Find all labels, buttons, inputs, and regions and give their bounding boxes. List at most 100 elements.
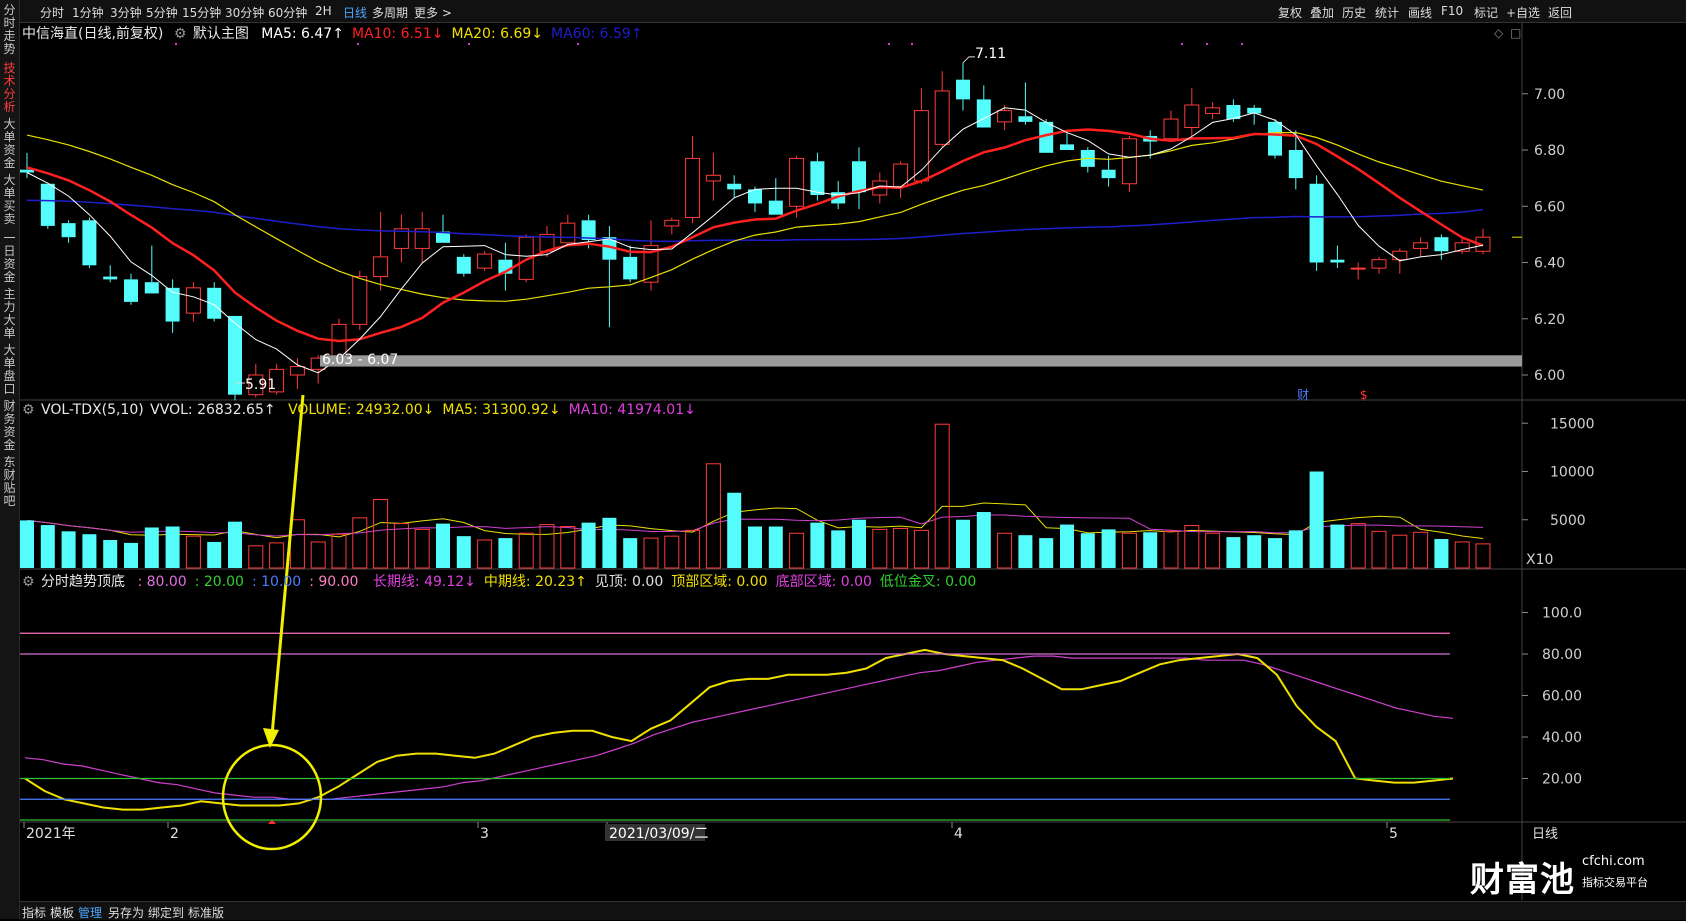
sidebar-tab-daily-funds[interactable]: 一日资金: [3, 231, 16, 284]
standard-edition-button[interactable]: 标准版: [188, 906, 225, 920]
sidebar-tab-big-order-book[interactable]: 大单盘口: [3, 343, 16, 396]
candle: [664, 217, 680, 235]
candle-body: [789, 157, 805, 207]
date-axis-label-3: 3: [480, 826, 489, 842]
period-60min[interactable]: 60分钟: [268, 6, 308, 20]
candle: [1205, 102, 1221, 120]
indicator-label-4: 顶部区域: 0.00: [671, 574, 768, 590]
event-dot: [357, 43, 359, 45]
volume-bar: [82, 534, 97, 568]
candle: [1163, 110, 1179, 142]
candle-body: [477, 253, 493, 269]
volume-bar: [40, 525, 55, 568]
candle-body: [373, 256, 389, 278]
period-1min[interactable]: 1分钟: [72, 6, 104, 20]
bind-to-button[interactable]: 绑定到: [148, 906, 185, 920]
manage-button[interactable]: 管理: [78, 906, 103, 920]
settings-icon[interactable]: ⚙: [22, 574, 35, 590]
back-button[interactable]: 返回: [1548, 6, 1573, 20]
period-3min[interactable]: 3分钟: [110, 6, 142, 20]
layout-icon: ◇: [1494, 26, 1504, 40]
candle: [1288, 130, 1303, 190]
template-label[interactable]: 默认主图: [192, 26, 249, 42]
settings-icon[interactable]: ⚙: [22, 402, 35, 418]
sidebar-tab-big-order-funds[interactable]: 大单资金: [3, 117, 16, 170]
stock-title[interactable]: 中信海直(日线,前复权): [22, 26, 164, 42]
period-30min[interactable]: 30分钟: [225, 6, 265, 20]
candle-body: [956, 79, 970, 100]
candle-body: [518, 236, 534, 280]
sidebar-tab-timeshare[interactable]: 分时走势: [3, 3, 16, 56]
indicator-axis-label-5: 20.00: [1542, 772, 1582, 788]
candle: [436, 214, 450, 243]
volume-bar: [498, 538, 513, 568]
mark-button[interactable]: 标记: [1474, 6, 1499, 20]
candle: [831, 180, 846, 210]
indicator-name[interactable]: 分时趋势顶底: [41, 574, 126, 590]
candle: [913, 88, 929, 184]
sidebar-tab-finance-funds[interactable]: 财务资金: [3, 399, 16, 452]
period-daily[interactable]: 日线: [343, 6, 368, 20]
price-range-label: 6.03 - 6.07: [322, 352, 398, 368]
candle: [1060, 133, 1074, 150]
event-dot: [888, 43, 890, 45]
date-axis-label-1: 2021年: [26, 826, 76, 842]
indicator-label-6: 低位金叉: 0.00: [879, 574, 977, 590]
period-timeshare[interactable]: 分时: [40, 6, 65, 20]
overlay-button[interactable]: 叠加: [1310, 6, 1335, 20]
candle: [934, 71, 950, 148]
sidebar-tab-forum[interactable]: 东财贴吧: [3, 455, 16, 508]
draw-line-button[interactable]: 画线: [1408, 6, 1433, 20]
restore-rights-button[interactable]: 复权: [1278, 6, 1303, 20]
volume-bar: [1101, 529, 1116, 568]
template-button[interactable]: 模板: [50, 906, 75, 920]
volume-bar: [248, 545, 264, 569]
candle-body: [1184, 104, 1200, 128]
candle-body: [436, 231, 450, 243]
candle-body: [207, 287, 222, 319]
period-2h[interactable]: 2H: [315, 4, 332, 18]
add-watchlist-button[interactable]: +自选: [1506, 6, 1541, 20]
statistics-button[interactable]: 统计: [1375, 6, 1400, 20]
candle-body: [1121, 138, 1137, 185]
period-5min[interactable]: 5分钟: [146, 6, 178, 20]
volume-bar: [934, 423, 950, 569]
history-button[interactable]: 历史: [1342, 6, 1367, 20]
sidebar-tab-main-big-order[interactable]: 主力大单: [3, 287, 16, 340]
save-as-button[interactable]: 另存为: [108, 906, 145, 920]
volume-bar: [61, 531, 76, 568]
sidebar-tab-technical[interactable]: 技术分析: [3, 61, 16, 114]
volume-unit-label: X10: [1526, 552, 1553, 568]
candle-body: [768, 200, 783, 215]
ma-label-3: MA20: 6.69↓: [451, 26, 544, 42]
settings-icon[interactable]: ⚙: [173, 26, 187, 42]
volume-bar: [1309, 471, 1324, 568]
period-more[interactable]: 更多 >: [414, 6, 452, 20]
volume-bar: [852, 519, 866, 568]
f10-button[interactable]: F10: [1441, 4, 1464, 18]
high-marker: [962, 56, 975, 64]
candle: [498, 242, 513, 291]
indicator-param-3: : 10.00: [251, 574, 302, 590]
candle: [1350, 262, 1366, 280]
indicator-label-5: 底部区域: 0.00: [775, 574, 872, 590]
volume-bar: [705, 463, 721, 569]
candle-body: [1350, 267, 1366, 270]
candle: [560, 214, 576, 246]
annotation-arrow-head: [263, 728, 279, 748]
candle: [20, 152, 34, 179]
main-panel-header: 中信海直(日线,前复权) ⚙ 默认主图 MA5: 6.47↑ MA10: 6.51…: [22, 23, 647, 43]
volume-bar: [1413, 531, 1429, 569]
volume-bar: [228, 521, 242, 568]
indicator-axis-label-3: 60.00: [1542, 689, 1582, 705]
sidebar-tab-big-order-trade[interactable]: 大单买卖: [3, 173, 16, 226]
volume-indicator-name[interactable]: VOL-TDX(5,10): [41, 402, 144, 418]
indicator-button[interactable]: 指标: [22, 906, 47, 920]
period-multi[interactable]: 多周期: [372, 6, 409, 20]
volume-bar: [913, 529, 929, 569]
candle-body: [705, 174, 721, 182]
volume-bar: [1039, 538, 1054, 568]
period-15min[interactable]: 15分钟: [182, 6, 222, 20]
